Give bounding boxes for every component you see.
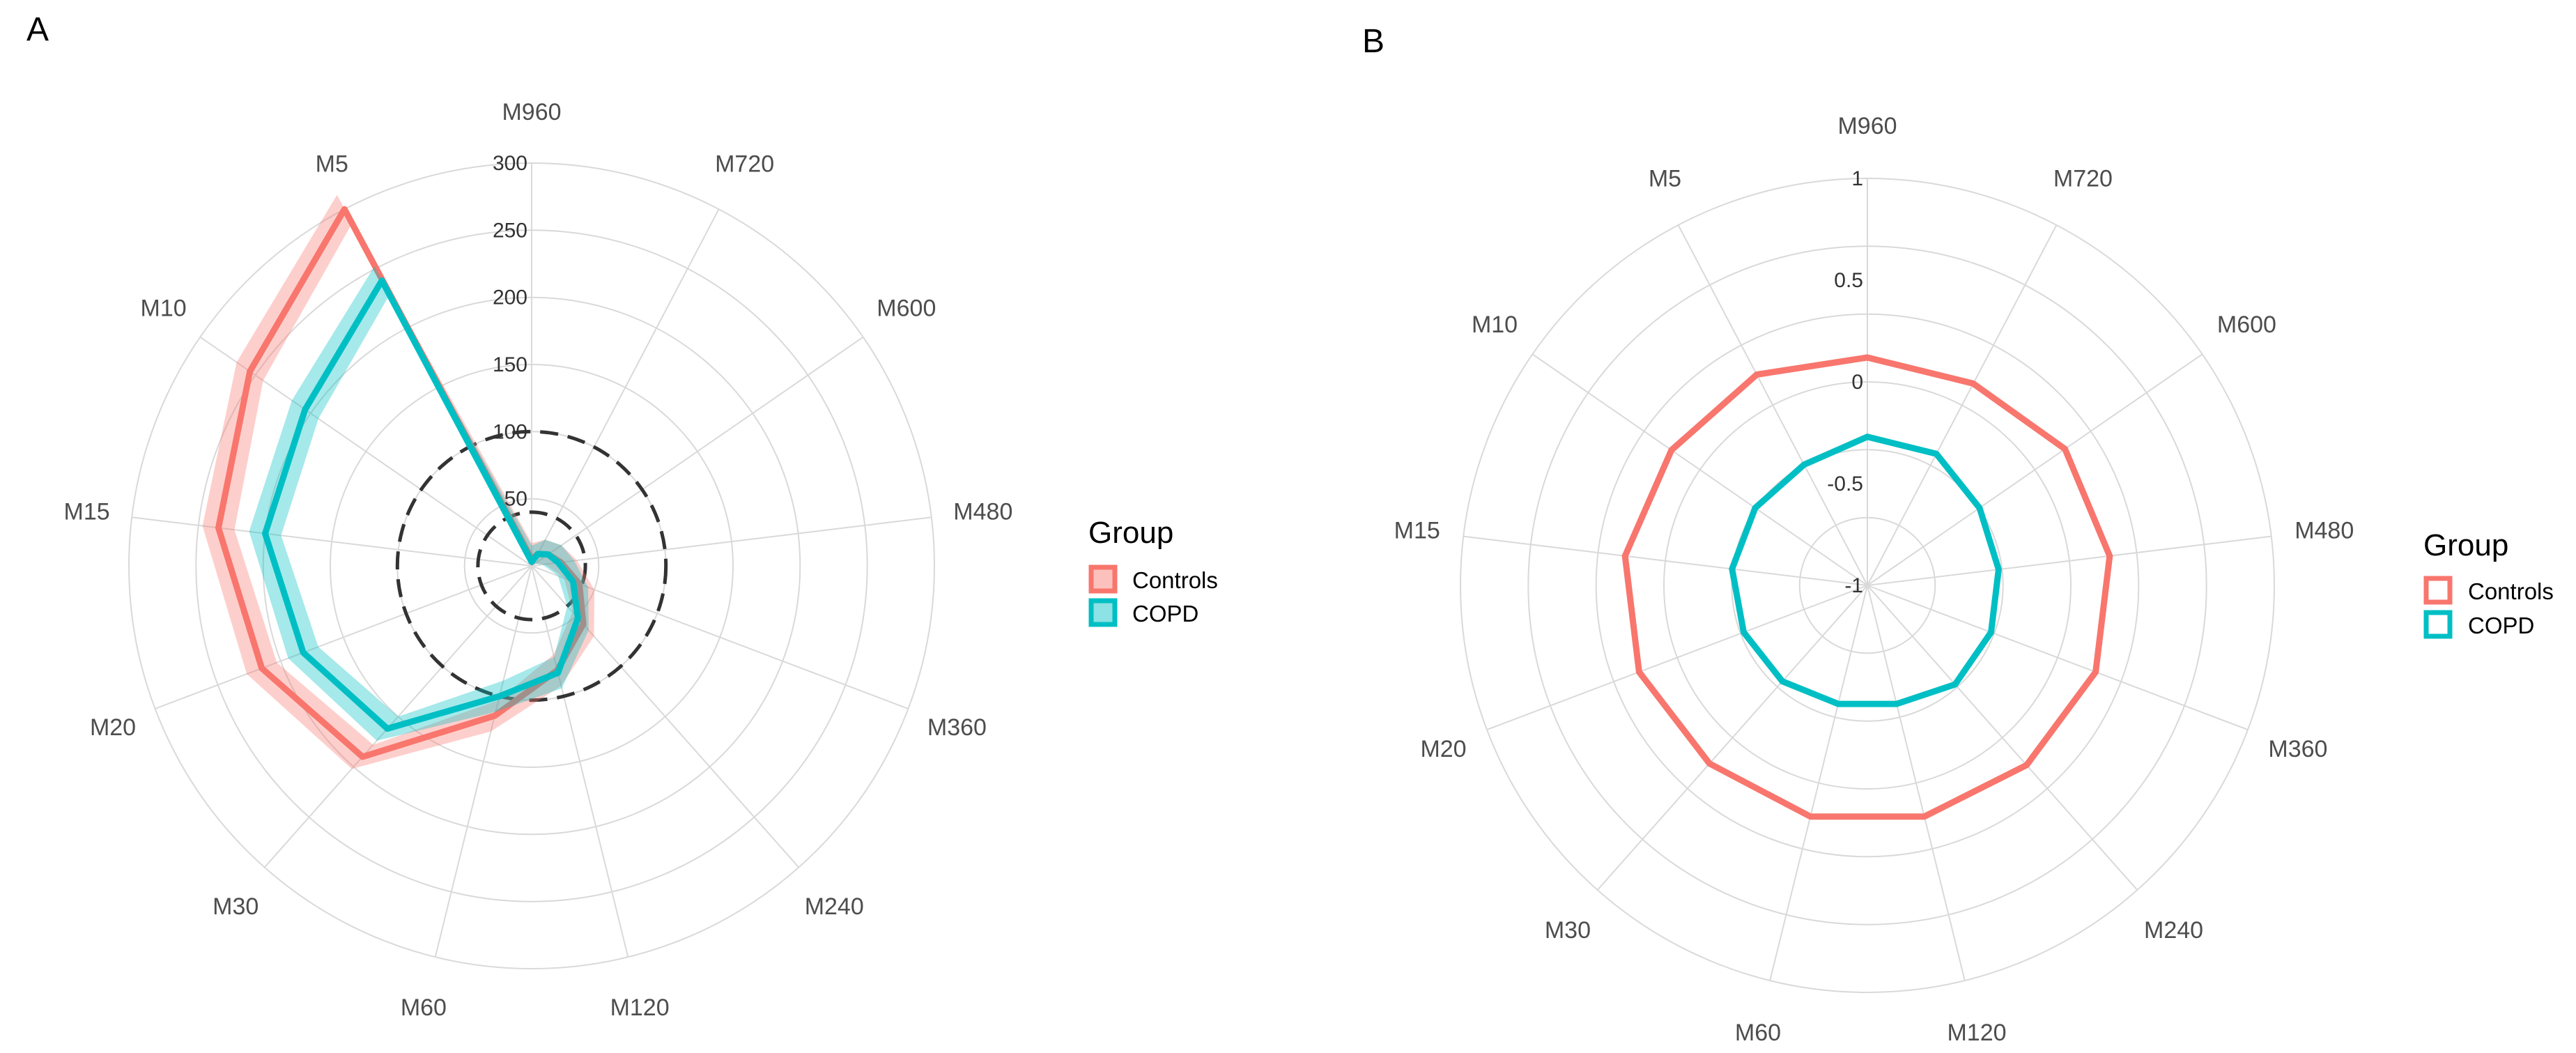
panel-a-reference-circles [395,429,668,702]
panel-a-band-copd [249,266,589,741]
panel-a-reference-circle [395,429,668,702]
panel-b-spoke-label-m60: M60 [1735,1020,1781,1046]
panel-a-spoke-label-m360: M360 [927,714,987,741]
panel-a-spoke-label-m240: M240 [805,893,864,920]
panel-b-spoke-m15 [1463,535,1868,586]
panel-b-spoke-label-m120: M120 [1947,1020,2006,1046]
panel-a-spoke-label-m720: M720 [715,151,774,178]
panel-b-spoke-m480 [1867,535,2272,586]
panel-b-legend: Group Controls COPD [2423,528,2554,639]
panel-b-legend-key-copd [2423,610,2453,639]
panel-a-spoke-label-m5: M5 [316,151,348,178]
panel-b-tick-label: 0.5 [1834,269,1863,292]
panel-a-spoke-label-m20: M20 [90,714,136,741]
panel-a-series [202,194,595,769]
panel-a-spoke-label-m120: M120 [610,994,670,1021]
panel-b-spoke-label-m10: M10 [1472,312,1518,338]
panel-b-spoke-label-m720: M720 [2053,166,2113,192]
panel-b-spoke-m10 [1532,353,1868,586]
panel-b-spoke-label-m5: M5 [1649,166,1681,192]
panel-b-spoke-label-m600: M600 [2217,312,2276,338]
panel-a-spoke-label-m480: M480 [953,498,1012,525]
panel-a-spoke-m30 [263,565,532,868]
panel-b-radial-ticks: -1 -0.5 0 0.5 1 [1827,167,1863,597]
panel-a-spoke-m15 [132,516,532,567]
panel-b-spoke-label-m20: M20 [1420,736,1466,762]
panel-a-legend-label-copd: COPD [1132,601,1198,627]
panel-a-tick-label: 100 [493,420,527,443]
panel-b-legend-title: Group [2423,528,2508,562]
panel-b-spoke-label-m240: M240 [2144,917,2203,944]
panel-a-legend-key-controls [1088,564,1118,594]
panel-a-letter: A [26,11,49,48]
panel-b-letter: B [1362,23,1385,60]
panel-a-radial-ticks: 50 100 150 200 250 300 [493,152,527,511]
panel-a-spoke-m20 [155,565,532,709]
panel-b-tick-label: -1 [1844,574,1863,597]
panel-b-series-line-copd [1729,433,2002,707]
panel-a-legend-key-copd [1088,598,1118,627]
panel-a-spoke-label-m10: M10 [141,295,187,322]
panel-b-spoke-label-m480: M480 [2295,517,2354,544]
panel-a-spoke-label-m60: M60 [401,994,447,1021]
panel-b-spoke-m20 [1486,585,1868,731]
panel-b-legend-key-controls [2423,576,2453,605]
panel-b-spoke-m60 [1769,585,1868,981]
panel-b-spoke-label-m15: M15 [1394,517,1440,544]
panel-a-spoke-labels: M960 M720 M600 M480 M360 M240 M120 M60 M30 M20 M15… [64,99,1013,1021]
panel-a-tick-label: 250 [493,219,527,242]
panel-b-tick-label: 1 [1851,167,1863,190]
panel-a-radar-chart: A 50 100 150 200 250 300 M960 M720 M600 M480 M360… [26,11,1218,1021]
panel-b-spoke-labels: M960 M720 M600 M480 M360 M240 M120 M60 M30 M20 M15… [1394,113,2354,1046]
panel-b-legend-label-copd: COPD [2468,613,2534,638]
panel-b-spoke-m600 [1867,353,2203,586]
panel-b-spoke-m120 [1867,585,1966,981]
panel-a-spoke-label-m960: M960 [502,99,561,125]
panel-b-spoke-m360 [1867,585,2249,731]
panel-a-legend: Group Controls COPD [1088,516,1218,627]
panel-a-spoke-m120 [531,565,629,958]
panel-b-spoke-m30 [1596,585,1868,891]
panel-a-spoke-m720 [531,208,720,567]
panel-a-tick-label: 50 [504,488,527,511]
panel-a-spoke-label-m15: M15 [64,498,110,525]
panel-b-legend-label-controls: Controls [2468,578,2554,604]
panel-a-grid [128,162,935,969]
panel-a-spoke-m60 [434,565,532,958]
panel-a-spoke-m480 [531,516,932,567]
panel-a-spoke-m10 [199,336,532,567]
panel-b-spoke-m720 [1867,224,2058,586]
panel-b-spoke-label-m960: M960 [1837,113,1897,139]
panel-a-tick-label: 150 [493,353,527,376]
panel-b-spoke-label-m360: M360 [2268,736,2327,762]
panel-b-tick-label: -0.5 [1827,472,1863,495]
panel-b-spoke-m5 [1677,224,1868,586]
panel-a-tick-label: 200 [493,286,527,309]
panel-b-series [1621,354,2113,820]
panel-b-tick-label: 0 [1851,371,1863,394]
panel-a-legend-title: Group [1088,516,1173,550]
panel-b-series-line-controls [1621,354,2113,820]
panel-a-spoke-label-m600: M600 [877,295,936,322]
panel-a-series-line-copd [262,277,581,732]
panel-a-reference-circle [476,510,587,622]
panel-b-radar-chart: B -1 -0.5 0 0.5 1 M960 M720 M600 M480 M360 M240 M1… [1362,23,2554,1046]
panel-b-spoke-label-m30: M30 [1545,917,1591,944]
panel-a-spoke-m360 [531,565,909,709]
panel-a-spoke-label-m30: M30 [213,893,259,920]
panel-a-tick-label: 300 [493,152,527,175]
panel-b-spoke-m240 [1867,585,2138,891]
panel-a-spoke-m600 [531,336,864,567]
panel-a-legend-label-controls: Controls [1132,567,1218,593]
panel-b-grid [1460,178,2275,993]
